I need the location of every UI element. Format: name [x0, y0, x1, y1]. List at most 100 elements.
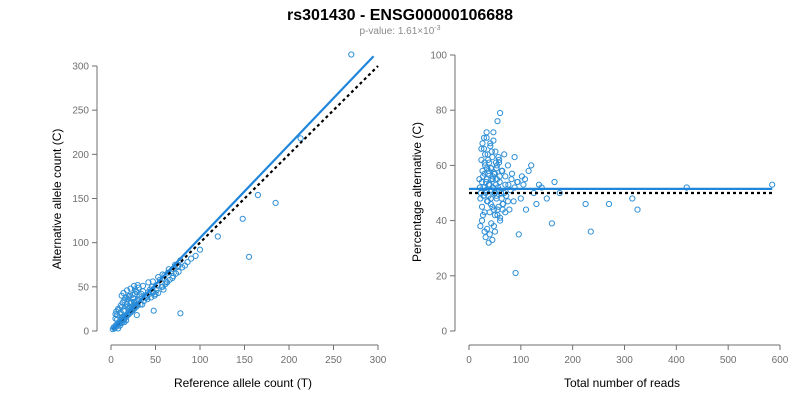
left-scatter-points: [109, 51, 355, 333]
left-data-point: [196, 246, 204, 253]
left-y-tick-label: 100: [72, 238, 89, 249]
left-data-point: [192, 252, 199, 259]
left-data-point: [245, 253, 253, 260]
right-data-point: [486, 231, 493, 238]
right-data-point: [494, 118, 501, 125]
right-data-point: [484, 225, 491, 232]
right-data-point: [479, 212, 487, 219]
right-y-tick-label: 40: [436, 216, 448, 227]
left-data-point: [121, 319, 128, 326]
right-data-point: [508, 170, 516, 177]
left-data-point: [133, 312, 140, 319]
right-data-point: [489, 203, 496, 210]
chart-subtitle: p-value: 1.61×10-3: [359, 25, 440, 37]
right-data-point: [480, 145, 488, 152]
right-data-point: [489, 236, 496, 243]
left-fit-line: [111, 55, 375, 330]
right-data-point: [484, 165, 491, 172]
right-data-point: [481, 159, 488, 166]
left-data-point: [239, 215, 246, 222]
left-data-point: [114, 316, 121, 323]
right-data-point: [502, 173, 509, 180]
right-data-point: [587, 228, 594, 235]
right-data-point: [521, 176, 529, 183]
left-data-point: [124, 303, 132, 310]
left-x-tick-label: 50: [150, 355, 162, 366]
right-data-point: [520, 181, 527, 188]
right-data-point: [478, 178, 486, 186]
right-data-point: [495, 203, 502, 210]
right-data-point: [508, 176, 515, 183]
right-data-point: [505, 181, 512, 188]
right-data-point: [486, 159, 493, 166]
right-data-point: [511, 154, 518, 161]
left-x-tick-label: 200: [281, 355, 298, 366]
right-data-point: [494, 206, 501, 213]
right-data-point: [517, 195, 524, 202]
right-data-point: [548, 220, 556, 227]
left-x-axis-label: Reference allele count (T): [174, 376, 312, 390]
left-scatter-lines: [111, 55, 379, 331]
right-data-point: [491, 228, 498, 235]
left-data-point: [160, 286, 167, 293]
left-data-point: [272, 199, 279, 206]
chart-title: rs301430 - ENSG00000106688: [287, 7, 513, 24]
right-data-point: [551, 178, 558, 186]
right-data-point: [492, 148, 499, 155]
right-data-point: [582, 200, 589, 208]
right-data-point: [487, 165, 494, 172]
left-data-point: [175, 268, 182, 275]
left-y-tick-label: 50: [78, 282, 90, 293]
right-scatter-points: [476, 109, 776, 277]
right-x-tick-label: 400: [668, 355, 685, 366]
right-data-point: [514, 178, 521, 186]
left-x-tick-label: 250: [325, 355, 342, 366]
left-data-point: [184, 259, 191, 266]
right-data-point: [629, 195, 636, 202]
left-data-point: [131, 286, 139, 293]
right-x-tick-label: 100: [512, 355, 529, 366]
right-data-point: [488, 148, 495, 155]
right-data-point: [483, 187, 490, 194]
right-data-point: [493, 192, 500, 199]
left-data-point: [188, 255, 195, 262]
left-data-point: [148, 294, 155, 301]
left-y-tick-label: 300: [72, 62, 89, 73]
left-data-point: [122, 303, 129, 310]
left-data-point: [145, 279, 152, 286]
left-y-tick-label: 0: [83, 327, 89, 338]
right-y-tick-label: 80: [436, 106, 448, 117]
right-data-point: [543, 195, 550, 202]
right-data-point: [488, 176, 495, 183]
left-data-point: [122, 295, 129, 302]
right-data-point: [525, 167, 532, 174]
right-data-point: [497, 217, 504, 224]
right-data-point: [496, 178, 503, 186]
left-x-tick-label: 100: [192, 355, 209, 366]
right-data-point: [502, 181, 509, 188]
right-x-tick-label: 200: [564, 355, 581, 366]
left-y-axis-label: Alternative allele count (C): [50, 129, 64, 270]
left-data-point: [139, 282, 147, 289]
right-data-point: [487, 143, 494, 150]
left-data-point: [129, 291, 136, 298]
right-data-point: [504, 162, 511, 169]
left-data-point: [175, 262, 182, 269]
right-x-axis-label: Total number of reads: [564, 376, 680, 390]
right-y-tick-label: 100: [430, 51, 447, 62]
right-data-point: [479, 140, 486, 147]
right-data-point: [482, 151, 489, 158]
right-data-point: [769, 181, 776, 188]
left-data-point: [297, 135, 304, 142]
right-scatter-axes: 0 100 200 300 400 500 600 0 20 40 60 80 100: [430, 51, 788, 367]
left-x-tick-label: 0: [108, 355, 114, 366]
left-scatter-panel: 0 50 100 150 200 250 300 0 50 100 150 200 250 300 Ref…: [50, 51, 387, 390]
right-data-point: [515, 231, 522, 238]
right-y-tick-label: 60: [436, 161, 448, 172]
right-data-point: [556, 189, 563, 197]
right-y-tick-label: 20: [436, 271, 448, 282]
left-y-tick-label: 250: [72, 106, 89, 117]
right-data-point: [483, 176, 490, 183]
subtitle-text: p-value: 1.61×10: [359, 26, 434, 37]
